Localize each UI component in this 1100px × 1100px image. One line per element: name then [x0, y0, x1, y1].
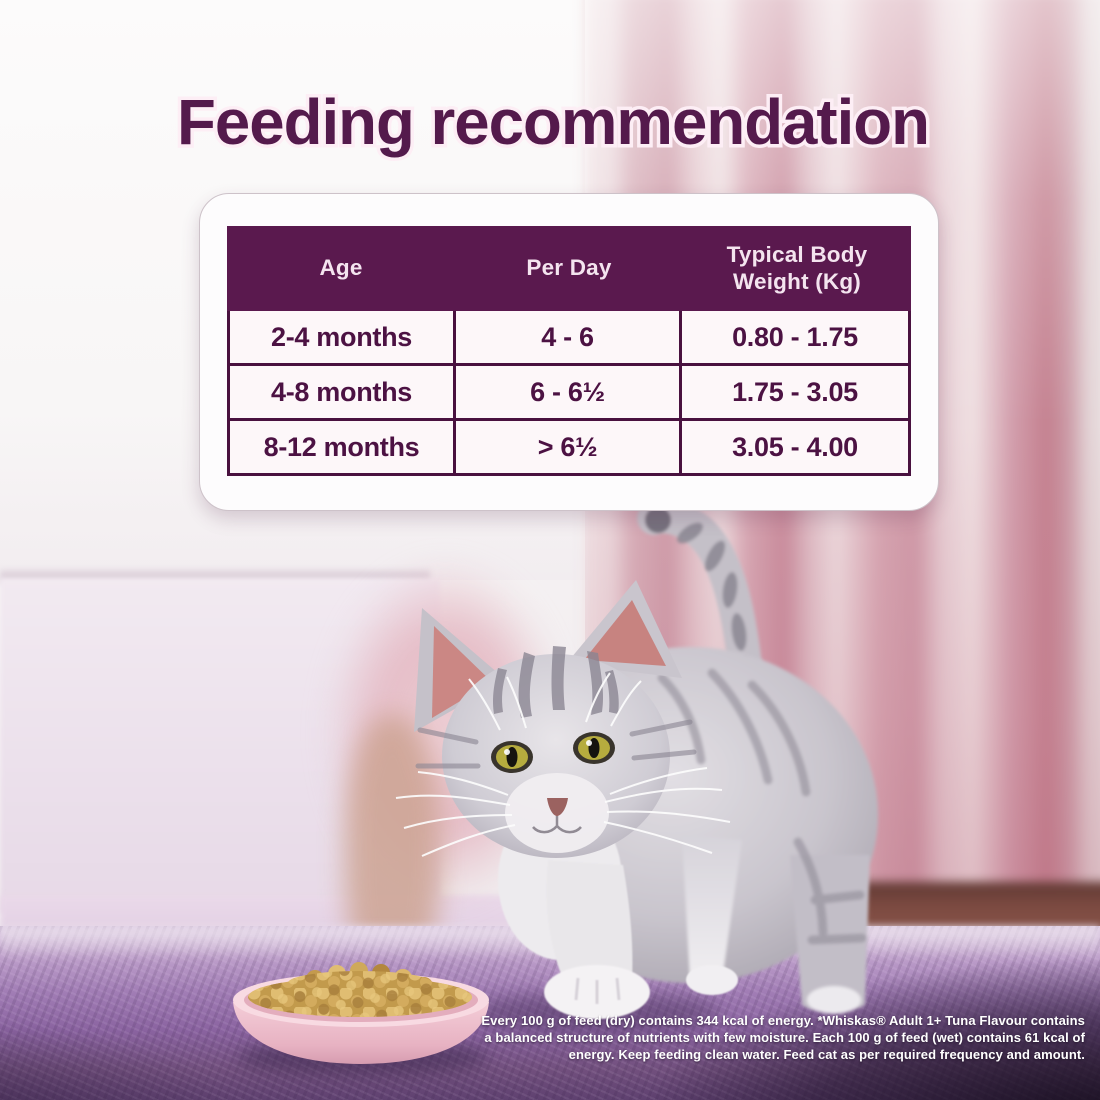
kitten-eyes — [491, 732, 615, 773]
page-title: Feeding recommendation — [174, 83, 934, 162]
cell-per-day: > 6½ — [456, 421, 682, 473]
cell-age: 4-8 months — [230, 366, 456, 418]
table-row: 2-4 months 4 - 6 0.80 - 1.75 — [230, 311, 908, 366]
table-header-row: Age Per Day Typical Body Weight (Kg) — [227, 226, 911, 311]
cell-weight: 3.05 - 4.00 — [682, 421, 908, 473]
nutrition-footnote: Every 100 g of feed (dry) contains 344 k… — [481, 1013, 1085, 1062]
grey-tabby-kitten-photo — [395, 499, 878, 1019]
feeding-table-card: Age Per Day Typical Body Weight (Kg) 2-4… — [199, 193, 939, 511]
cell-per-day: 6 - 6½ — [456, 366, 682, 418]
pink-bowl-of-kibble — [233, 962, 489, 1064]
cell-weight: 1.75 - 3.05 — [682, 366, 908, 418]
feeding-table: Age Per Day Typical Body Weight (Kg) 2-4… — [227, 226, 911, 476]
cell-age: 8-12 months — [230, 421, 456, 473]
kibble — [248, 962, 472, 1017]
table-row: 4-8 months 6 - 6½ 1.75 - 3.05 — [230, 366, 908, 421]
page-title-text: Feeding recommendation — [177, 86, 929, 158]
table-row: 8-12 months > 6½ 3.05 - 4.00 — [230, 421, 908, 473]
cell-weight: 0.80 - 1.75 — [682, 311, 908, 363]
kitten-nose — [547, 798, 568, 816]
table-body: 2-4 months 4 - 6 0.80 - 1.75 4-8 months … — [227, 311, 911, 476]
kitten-head — [395, 580, 731, 858]
column-header-per-day: Per Day — [526, 255, 612, 281]
column-header-age: Age — [319, 255, 363, 281]
kitten-whiskers — [395, 672, 731, 857]
cell-per-day: 4 - 6 — [456, 311, 682, 363]
column-header-weight: Typical Body Weight (Kg) — [726, 242, 868, 294]
cell-age: 2-4 months — [230, 311, 456, 363]
